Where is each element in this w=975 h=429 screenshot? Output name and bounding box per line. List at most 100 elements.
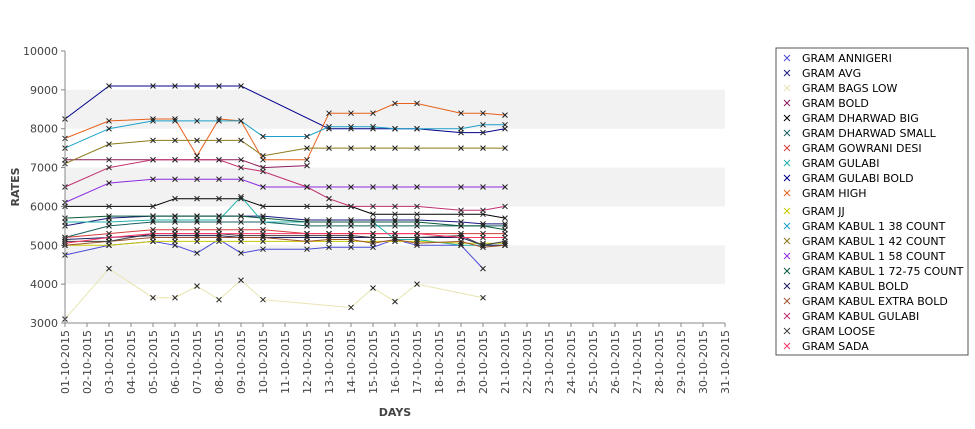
x-tick-label: 05-10-2015 bbox=[147, 330, 160, 394]
data-point bbox=[370, 285, 376, 291]
legend-marker bbox=[783, 69, 791, 77]
data-point bbox=[326, 244, 332, 251]
legend-marker bbox=[783, 207, 791, 215]
data-point bbox=[502, 215, 508, 221]
data-point bbox=[238, 83, 244, 89]
x-tick-label: 04-10-2015 bbox=[125, 330, 138, 394]
data-point bbox=[150, 137, 156, 144]
data-point bbox=[326, 123, 332, 130]
data-point bbox=[216, 296, 222, 303]
legend-label: GRAM DHARWAD SMALL bbox=[802, 127, 937, 140]
legend-label: GRAM KABUL EXTRA BOLD bbox=[802, 295, 948, 308]
y-tick-label: 9000 bbox=[30, 84, 58, 97]
data-point bbox=[194, 195, 200, 202]
legend-label: GRAM DHARWAD BIG bbox=[802, 112, 919, 125]
data-point bbox=[106, 234, 112, 241]
x-tick-label: 26-10-2015 bbox=[609, 330, 622, 394]
data-point bbox=[238, 230, 244, 237]
x-tick-label: 29-10-2015 bbox=[675, 330, 688, 394]
x-tick-label: 19-10-2015 bbox=[455, 330, 468, 394]
legend-marker bbox=[783, 267, 791, 275]
data-point bbox=[458, 110, 464, 117]
series-layer bbox=[62, 83, 508, 322]
x-axis-title: DAYS bbox=[379, 406, 412, 419]
legend-marker bbox=[783, 342, 791, 350]
x-tick-label: 14-10-2015 bbox=[345, 330, 358, 394]
legend-marker bbox=[783, 84, 791, 92]
data-point bbox=[326, 219, 332, 225]
legend-marker bbox=[783, 222, 791, 230]
data-point bbox=[414, 211, 420, 218]
data-point bbox=[414, 145, 420, 151]
legend-marker bbox=[783, 327, 791, 335]
data-point bbox=[480, 145, 486, 151]
data-point bbox=[260, 246, 266, 253]
data-point bbox=[106, 265, 112, 272]
data-point bbox=[414, 219, 420, 225]
data-point bbox=[304, 184, 310, 190]
data-point bbox=[238, 219, 244, 225]
data-point bbox=[172, 213, 178, 219]
data-point bbox=[458, 223, 464, 229]
data-point bbox=[106, 203, 112, 210]
data-point bbox=[414, 184, 420, 190]
x-tick-label: 09-10-2015 bbox=[235, 330, 248, 394]
legend-marker bbox=[783, 99, 791, 107]
data-point bbox=[106, 125, 112, 132]
x-tick-label: 07-10-2015 bbox=[191, 330, 204, 394]
data-point bbox=[172, 118, 178, 124]
data-point bbox=[238, 195, 244, 202]
x-tick-label: 23-10-2015 bbox=[543, 330, 556, 394]
data-point bbox=[414, 100, 420, 107]
x-tick-label: 16-10-2015 bbox=[389, 330, 402, 394]
x-tick-label: 06-10-2015 bbox=[169, 330, 182, 394]
data-point bbox=[238, 137, 244, 144]
data-point bbox=[370, 110, 376, 117]
data-point bbox=[304, 230, 310, 237]
data-point bbox=[326, 230, 332, 237]
data-point bbox=[304, 238, 310, 245]
legend-label: GRAM KABUL 1 58 COUNT bbox=[802, 250, 946, 263]
x-tick-label: 24-10-2015 bbox=[565, 330, 578, 394]
data-point bbox=[238, 156, 244, 163]
data-point bbox=[106, 213, 112, 219]
series-line bbox=[64, 238, 484, 269]
data-point bbox=[172, 176, 178, 183]
data-point bbox=[194, 283, 200, 289]
data-point bbox=[216, 176, 222, 183]
data-point bbox=[106, 180, 112, 186]
data-point bbox=[392, 100, 398, 107]
data-point bbox=[150, 156, 156, 163]
data-point bbox=[194, 176, 200, 183]
data-point bbox=[304, 162, 310, 169]
data-point bbox=[172, 137, 178, 144]
data-point bbox=[238, 164, 244, 171]
x-tick-label: 13-10-2015 bbox=[323, 330, 336, 394]
data-point bbox=[348, 110, 354, 117]
legend-marker bbox=[783, 297, 791, 305]
data-point bbox=[480, 265, 486, 272]
x-tick-label: 02-10-2015 bbox=[81, 330, 94, 394]
data-point bbox=[480, 223, 486, 229]
legend-marker bbox=[783, 312, 791, 320]
data-point bbox=[172, 83, 178, 89]
data-point bbox=[414, 230, 420, 237]
x-tick-label: 18-10-2015 bbox=[433, 330, 446, 394]
data-point bbox=[238, 193, 244, 200]
data-point bbox=[480, 207, 486, 214]
data-point bbox=[392, 203, 398, 210]
grid-band bbox=[65, 245, 725, 285]
data-point bbox=[106, 83, 112, 89]
x-tick-label: 03-10-2015 bbox=[103, 330, 116, 394]
data-point bbox=[480, 129, 486, 136]
data-point bbox=[326, 110, 332, 117]
legend-label: GRAM AVG bbox=[802, 67, 861, 80]
series-11 bbox=[62, 118, 508, 151]
data-point bbox=[458, 184, 464, 190]
legend-marker bbox=[783, 189, 791, 197]
x-tick-label: 01-10-2015 bbox=[59, 330, 72, 394]
legend-label: GRAM SADA bbox=[802, 340, 869, 353]
data-point bbox=[392, 145, 398, 151]
data-point bbox=[392, 298, 398, 305]
